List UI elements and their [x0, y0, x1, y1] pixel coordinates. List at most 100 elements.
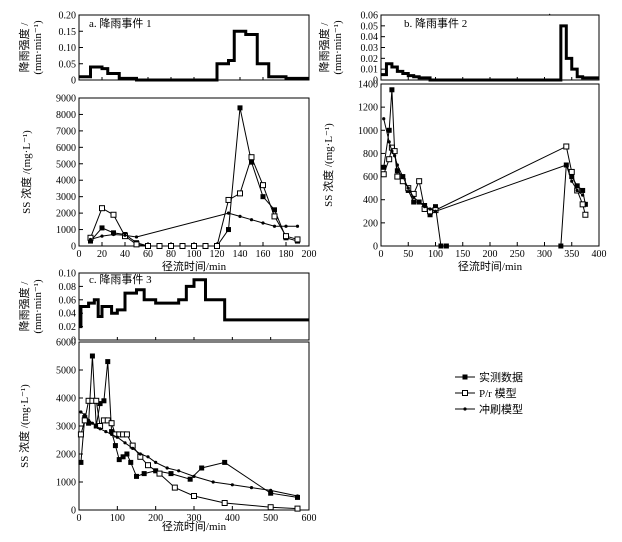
series-line-1	[80, 355, 298, 498]
series-3-point	[575, 188, 579, 193]
rain-y-tick-label: 0	[71, 336, 76, 347]
series-3-point	[123, 233, 127, 237]
x-tick-label: 100	[110, 513, 125, 524]
rain-y-tick-label: 0.15	[59, 27, 77, 38]
series-2-point	[191, 243, 197, 249]
ss-y-tick-label: 3000	[56, 422, 76, 433]
ss-y-tick-label: 7000	[56, 126, 76, 137]
ss-y-tick-label: 1000	[358, 126, 378, 137]
legend-marker	[462, 374, 468, 380]
series-line-3	[90, 212, 298, 240]
series-1-point	[558, 243, 564, 249]
x-tick-label: 400	[592, 249, 607, 260]
series-3-point	[412, 195, 416, 199]
series-1-point	[249, 159, 254, 165]
series-2-point	[221, 500, 228, 506]
rain-y-label: 降雨强度 /	[17, 22, 31, 73]
rain-y-tick-label: 0.10	[59, 43, 77, 54]
series-1-point	[580, 187, 586, 193]
x-tick-label: 600	[302, 513, 317, 524]
series-3-point	[581, 193, 585, 197]
series-3-point	[428, 207, 432, 211]
series-2-point	[225, 196, 232, 203]
series-1-point	[89, 353, 95, 359]
series-2-point	[271, 213, 278, 220]
x-tick-label: 80	[166, 249, 176, 260]
series-1-point	[112, 443, 118, 449]
ss-y-label: SS 浓度 /(mg·L⁻¹)	[321, 123, 335, 207]
ss-y-tick-label: 1200	[358, 103, 378, 114]
series-1-point	[433, 204, 438, 210]
ss-y-tick-label: 800	[363, 149, 378, 160]
series-1-point	[386, 127, 392, 133]
series-2-point	[156, 243, 163, 249]
x-label: 径流时间/min	[458, 259, 523, 273]
series-3-point	[134, 235, 139, 239]
ss-y-tick-label: 6000	[56, 143, 76, 154]
x-tick-label: 100	[187, 249, 202, 260]
series-line-2	[80, 400, 298, 510]
series-1-point	[389, 87, 395, 93]
series-1-point	[443, 243, 449, 249]
rain-y-tick-label: 0.02	[361, 54, 379, 65]
panel-1: a. 降雨事件 100.050.100.150.2001000200030004…	[17, 11, 317, 274]
series-2-point	[133, 241, 140, 248]
panel-2: b. 降雨事件 200.010.020.030.040.050.06020040…	[317, 11, 607, 274]
legend-label: 冲刷模型	[479, 402, 523, 416]
series-3-point	[138, 452, 142, 456]
ss-y-label: SS 浓度 /(mg·L⁻¹)	[17, 384, 31, 468]
series-1-point	[260, 194, 266, 200]
ss-y-tick-label: 0	[71, 506, 76, 517]
series-1-point	[569, 174, 575, 180]
series-2-point	[123, 431, 130, 438]
series-3-point	[401, 174, 405, 179]
series-3-point	[123, 441, 127, 445]
x-tick-label: 300	[537, 249, 552, 260]
series-1-point	[78, 459, 84, 465]
series-2-point	[237, 190, 243, 197]
series-3-point	[406, 186, 410, 190]
rain-y-tick-label: 0.05	[361, 21, 379, 32]
series-3-point	[395, 163, 399, 167]
series-1-point	[101, 398, 107, 404]
series-1-point	[222, 459, 228, 465]
series-3-point	[226, 211, 231, 215]
series-1-point	[128, 459, 134, 465]
rain-y-tick-label: 0.04	[59, 309, 77, 320]
series-3-point	[295, 224, 300, 228]
rain-y-label-unit: (mm·min⁻¹)	[32, 20, 44, 75]
series-1-point	[427, 212, 433, 218]
series-2-point	[214, 243, 220, 249]
series-3-point	[423, 205, 427, 209]
series-2-point	[294, 505, 301, 512]
series-1-point	[111, 230, 116, 236]
series-1-point	[268, 490, 274, 496]
x-tick-label: 40	[120, 249, 130, 260]
series-2-point	[380, 171, 387, 178]
series-3-point	[98, 427, 102, 431]
series-3-point	[272, 224, 277, 228]
series-line-1	[383, 89, 586, 247]
series-2-point	[394, 173, 401, 180]
series-1-point	[168, 471, 174, 477]
series-1-point	[120, 454, 126, 460]
series-2-point	[202, 243, 209, 249]
rain-y-tick-label: 0	[71, 76, 76, 87]
series-1-point	[105, 359, 111, 365]
panel-title: a. 降雨事件 1	[89, 16, 152, 30]
x-tick-label: 60	[143, 249, 153, 260]
series-line-2	[90, 155, 298, 247]
series-1-point	[394, 168, 400, 174]
ss-y-tick-label: 5000	[56, 159, 76, 170]
series-3-point	[165, 466, 169, 470]
series-2-point	[563, 143, 570, 150]
ss-y-tick-label: 2000	[56, 209, 76, 220]
series-2-point	[179, 243, 186, 249]
series-3-point	[146, 455, 150, 459]
series-1-point	[116, 457, 122, 463]
rain-intensity-line	[79, 29, 309, 82]
ss-y-tick-label: 1400	[358, 80, 378, 91]
series-3-point	[387, 140, 391, 144]
